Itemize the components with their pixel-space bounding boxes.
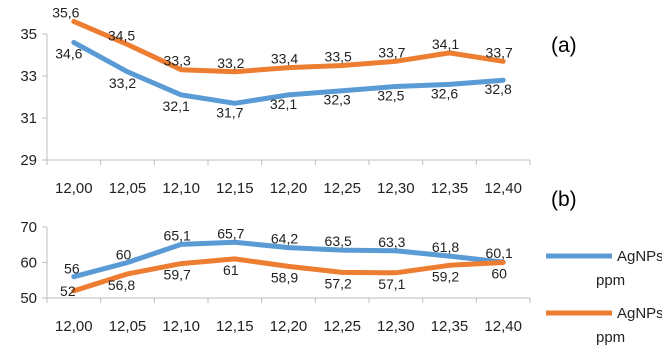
legend-label-agnps-4-line2: ppm	[596, 329, 625, 346]
panel-label-a: (a)	[551, 34, 577, 57]
data-label-agnps-0: 65,7	[217, 225, 244, 241]
series-line-agnps-0	[71, 239, 506, 280]
x-tick-label: 12,35	[431, 318, 469, 335]
data-label-agnps-0: 63,5	[325, 233, 352, 249]
data-label-agnps-4: 33,2	[217, 55, 244, 71]
data-label-agnps-0: 32,8	[485, 81, 512, 97]
series-line-agnps-0	[71, 39, 506, 106]
data-label-agnps-4: 33,4	[271, 51, 298, 67]
data-label-agnps-4: 34,1	[432, 36, 459, 52]
data-label-agnps-4: 59,2	[432, 268, 459, 284]
data-label-agnps-0: 31,7	[216, 104, 243, 120]
x-tick-label: 12,05	[109, 180, 147, 197]
data-label-agnps-0: 32,1	[270, 96, 297, 112]
data-label-agnps-4: 52	[60, 283, 76, 299]
x-tick-label: 12,15	[216, 318, 254, 335]
data-label-agnps-4: 59,7	[164, 267, 191, 283]
panel-a: 29 31 33 35 12,00 12,05 12,10 12,15 12,20 12,25 12…	[20, 4, 531, 197]
legend-label-agnps-4-line1: AgNPs 4	[617, 305, 662, 322]
y-tick-label: 33	[20, 68, 37, 85]
data-label-agnps-0: 60,1	[486, 245, 513, 261]
data-label-agnps-0: 65,1	[164, 227, 191, 243]
data-label-agnps-4: 61	[223, 262, 239, 278]
data-label-agnps-0: 33,2	[109, 75, 136, 91]
y-tick-label: 31	[20, 110, 37, 127]
x-tick-label: 12,35	[431, 180, 469, 197]
x-tick-label: 12,30	[377, 318, 415, 335]
data-label-agnps-4: 57,1	[378, 276, 405, 292]
y-tick-label: 29	[20, 152, 37, 169]
data-label-agnps-0: 32,6	[431, 85, 458, 101]
data-label-agnps-0: 56	[64, 261, 80, 277]
x-tick-label: 12,25	[323, 318, 361, 335]
legend-label-agnps-0-line1: AgNPs 0	[617, 248, 662, 265]
data-label-agnps-4: 57,2	[325, 275, 352, 291]
legend-label-agnps-0-line2: ppm	[596, 272, 625, 289]
x-tick-label: 12,30	[377, 180, 415, 197]
x-tick-label: 12,15	[216, 180, 254, 197]
data-label-agnps-0: 60	[116, 247, 132, 263]
series-line-agnps-4	[71, 18, 506, 75]
y-tick-label: 50	[20, 290, 37, 307]
data-label-agnps-4: 56,8	[108, 277, 135, 293]
panel-b: 50 60 70 12,00 12,05 12,10 12,15 12,20 12,25 12,3…	[20, 219, 531, 335]
x-tick-label: 12,05	[109, 318, 147, 335]
data-label-agnps-0: 32,3	[324, 92, 351, 108]
data-label-agnps-0: 61,8	[432, 239, 459, 255]
data-label-agnps-4: 33,7	[378, 44, 405, 60]
x-tick-label: 12,40	[484, 180, 522, 197]
y-tick-label: 70	[20, 219, 37, 236]
x-tick-label: 12,40	[484, 318, 522, 335]
data-label-agnps-4: 34,5	[108, 28, 135, 44]
y-tick-label: 35	[20, 26, 37, 43]
x-tick-label: 12,00	[55, 318, 93, 335]
legend: AgNPs 0 ppm AgNPs 4 ppm	[546, 248, 662, 346]
panel-label-b: (b)	[551, 188, 577, 211]
data-label-agnps-4: 60	[491, 266, 507, 282]
data-label-agnps-4: 35,6	[52, 4, 79, 20]
x-tick-label: 12,00	[55, 180, 93, 197]
data-label-agnps-4: 58,9	[271, 269, 298, 285]
y-tick-label: 60	[20, 255, 37, 272]
series-line-agnps-4	[71, 256, 506, 294]
data-label-agnps-0: 64,2	[271, 231, 298, 247]
x-tick-label: 12,10	[162, 180, 200, 197]
data-label-agnps-4: 33,7	[486, 44, 513, 60]
data-label-agnps-0: 32,5	[377, 88, 404, 104]
data-label-agnps-0: 34,6	[55, 45, 82, 61]
x-tick-label: 12,20	[270, 318, 308, 335]
data-label-agnps-0: 63,3	[378, 234, 405, 250]
x-tick-label: 12,25	[323, 180, 361, 197]
data-label-agnps-0: 32,1	[163, 98, 190, 114]
x-tick-label: 12,20	[270, 180, 308, 197]
x-tick-label: 12,10	[162, 318, 200, 335]
data-label-agnps-4: 33,5	[325, 49, 352, 65]
data-label-agnps-4: 33,3	[164, 53, 191, 69]
